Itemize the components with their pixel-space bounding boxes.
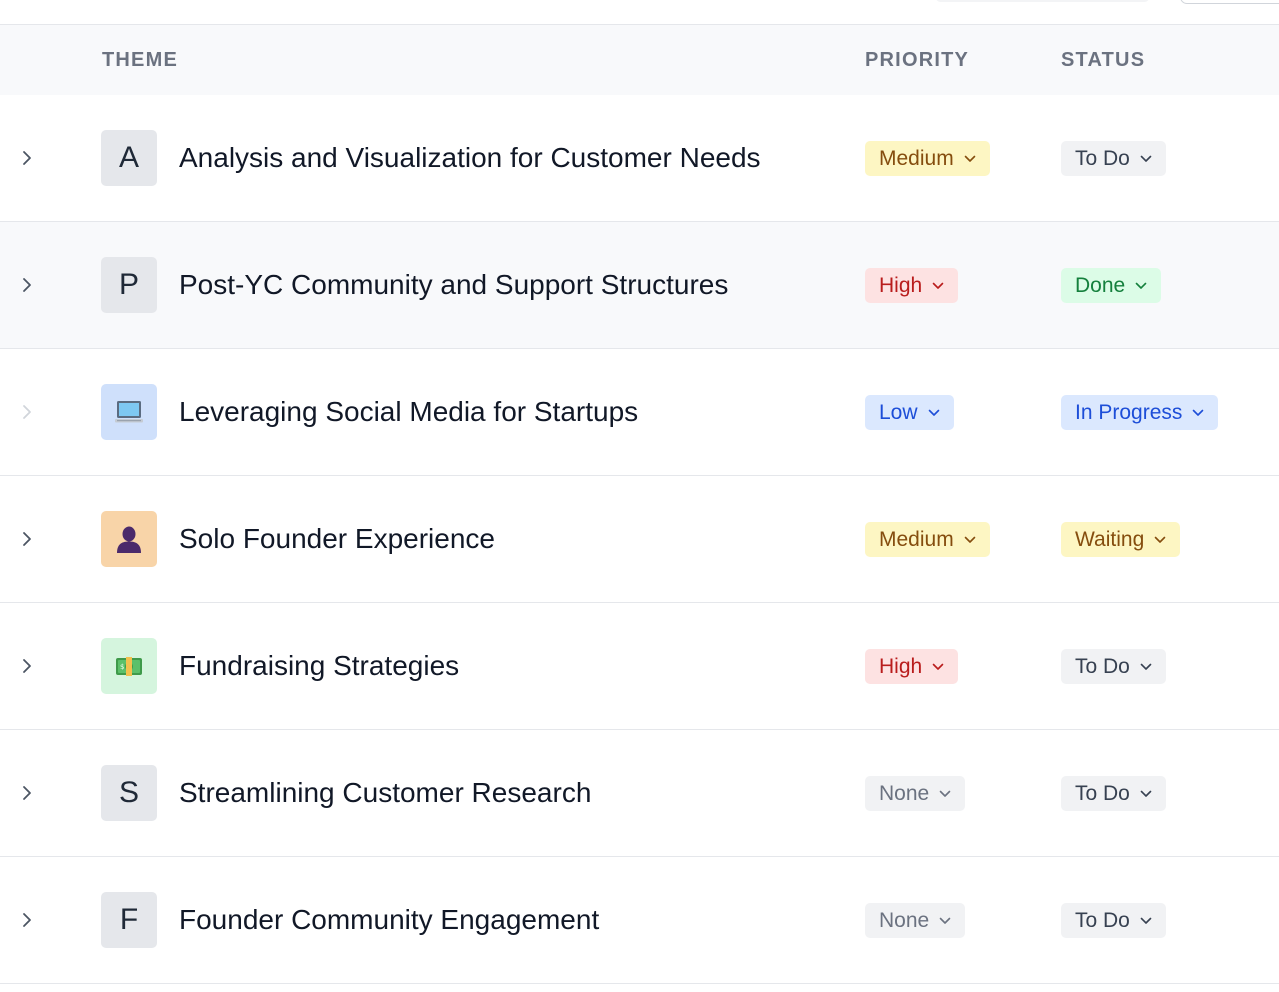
chevron-right-icon[interactable] <box>18 530 36 548</box>
theme-title[interactable]: Streamlining Customer Research <box>179 777 592 808</box>
status-dropdown[interactable]: In Progress <box>1061 395 1219 430</box>
chevron-down-icon <box>964 155 976 163</box>
chevron-down-icon <box>932 663 944 671</box>
column-header-theme[interactable]: THEME <box>102 49 178 71</box>
status-dropdown[interactable]: To Do <box>1061 903 1166 938</box>
theme-letter-avatar: F <box>101 892 157 948</box>
chevron-down-icon <box>1140 917 1152 925</box>
status-dropdown[interactable]: To Do <box>1061 649 1166 684</box>
table-row[interactable]: $ Fundraising Strategies High To Do <box>0 603 1279 730</box>
status-value: To Do <box>1075 146 1130 170</box>
priority-value: High <box>879 273 923 297</box>
chevron-down-icon <box>1140 790 1152 798</box>
status-value: Waiting <box>1075 527 1145 551</box>
theme-title[interactable]: Analysis and Visualization for Customer … <box>179 142 761 173</box>
table-row[interactable]: A Analysis and Visualization for Custome… <box>0 95 1279 222</box>
priority-value: None <box>879 908 930 932</box>
chevron-down-icon <box>1154 536 1166 544</box>
laptop-icon <box>101 384 157 440</box>
theme-letter-avatar: A <box>101 130 157 186</box>
table-row[interactable]: S Streamlining Customer Research None To… <box>0 730 1279 857</box>
priority-dropdown[interactable]: Medium <box>865 141 990 176</box>
priority-dropdown[interactable]: Medium <box>865 522 990 557</box>
theme-letter-avatar: S <box>101 765 157 821</box>
table-row[interactable]: Leveraging Social Media for Startups Low… <box>0 349 1279 476</box>
status-value: Done <box>1075 273 1126 297</box>
priority-value: Low <box>879 400 918 424</box>
table-row[interactable]: P Post-YC Community and Support Structur… <box>0 222 1279 349</box>
table-body: A Analysis and Visualization for Custome… <box>0 95 1279 984</box>
table-row[interactable]: Solo Founder Experience Medium Waiting <box>0 476 1279 603</box>
chevron-right-icon[interactable] <box>18 911 36 929</box>
theme-title[interactable]: Founder Community Engagement <box>179 904 600 935</box>
chevron-down-icon <box>932 282 944 290</box>
chevron-down-icon <box>1140 155 1152 163</box>
chevron-down-icon <box>1135 282 1147 290</box>
person-silhouette-icon <box>101 511 157 567</box>
status-value: To Do <box>1075 781 1130 805</box>
theme-letter-avatar: P <box>101 257 157 313</box>
status-value: In Progress <box>1075 400 1183 424</box>
status-dropdown[interactable]: To Do <box>1061 776 1166 811</box>
chevron-down-icon <box>964 536 976 544</box>
chevron-right-icon[interactable] <box>18 403 36 421</box>
chevron-right-icon[interactable] <box>18 784 36 802</box>
theme-title[interactable]: Leveraging Social Media for Startups <box>179 396 639 427</box>
status-dropdown[interactable]: Waiting <box>1061 522 1181 557</box>
chevron-down-icon <box>1192 409 1204 417</box>
priority-value: Medium <box>879 146 954 170</box>
status-value: To Do <box>1075 654 1130 678</box>
priority-dropdown[interactable]: Low <box>865 395 954 430</box>
chevron-down-icon <box>939 917 951 925</box>
priority-dropdown[interactable]: None <box>865 903 966 938</box>
chevron-right-icon[interactable] <box>18 276 36 294</box>
svg-text:$: $ <box>120 663 124 671</box>
theme-title[interactable]: Fundraising Strategies <box>179 650 460 681</box>
column-header-status[interactable]: STATUS <box>1061 49 1146 71</box>
priority-dropdown[interactable]: None <box>865 776 966 811</box>
chevron-right-icon[interactable] <box>18 149 36 167</box>
toolbar-button[interactable] <box>1180 0 1279 4</box>
status-dropdown[interactable]: To Do <box>1061 141 1166 176</box>
chevron-down-icon <box>928 409 940 417</box>
table-row[interactable]: F Founder Community Engagement None To D… <box>0 857 1279 984</box>
priority-value: Medium <box>879 527 954 551</box>
priority-value: None <box>879 781 930 805</box>
priority-dropdown[interactable]: High <box>865 649 959 684</box>
money-icon: $ <box>101 638 157 694</box>
status-dropdown[interactable]: Done <box>1061 268 1162 303</box>
theme-title[interactable]: Solo Founder Experience <box>179 523 495 554</box>
table-header: THEME PRIORITY STATUS <box>0 25 1279 95</box>
priority-dropdown[interactable]: High <box>865 268 959 303</box>
chevron-right-icon[interactable] <box>18 657 36 675</box>
column-header-priority[interactable]: PRIORITY <box>865 49 970 71</box>
priority-value: High <box>879 654 923 678</box>
theme-title[interactable]: Post-YC Community and Support Structures <box>179 269 729 300</box>
chevron-down-icon <box>939 790 951 798</box>
top-toolbar <box>0 0 1279 25</box>
status-value: To Do <box>1075 908 1130 932</box>
toolbar-control[interactable] <box>935 0 1150 2</box>
chevron-down-icon <box>1140 663 1152 671</box>
